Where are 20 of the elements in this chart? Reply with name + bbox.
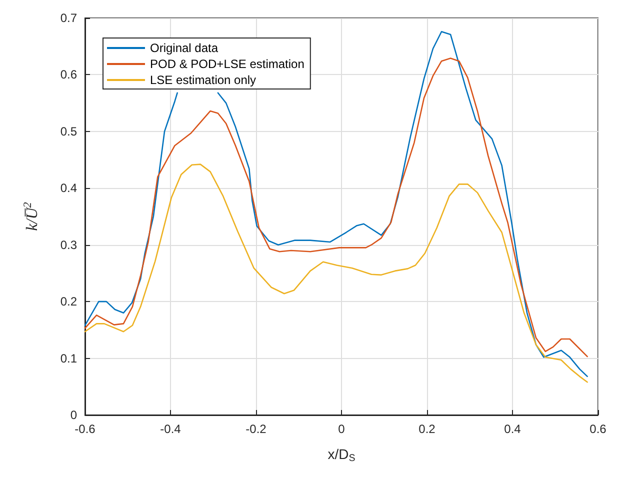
y-axis-title: k/U̅2 <box>22 202 42 231</box>
line-series <box>84 164 588 383</box>
y-tick-label: 0 <box>70 408 78 422</box>
x-tick-label: 0.6 <box>590 422 607 436</box>
y-tick-label: 0.5 <box>60 124 78 138</box>
legend-label: Original data <box>150 41 218 55</box>
y-tick-label: 0.1 <box>60 351 78 366</box>
y-tick-label: 0.6 <box>60 68 78 82</box>
x-tick-label: 0 <box>338 422 346 436</box>
y-tick-label: 0.7 <box>60 11 78 25</box>
legend-label: LSE estimation only <box>150 73 256 87</box>
y-tick-label: 0.3 <box>60 238 78 252</box>
x-tick-label: -0.6 <box>74 422 96 436</box>
x-tick-label: 0.4 <box>504 422 522 436</box>
y-tick-label: 0.4 <box>60 181 78 196</box>
legend-label: POD & POD+LSE estimation <box>150 57 304 71</box>
x-tick-label: -0.4 <box>160 422 182 436</box>
y-tick-label: 0.2 <box>60 294 78 309</box>
x-tick-label: 0.2 <box>418 422 436 436</box>
x-tick-label: -0.2 <box>246 422 267 436</box>
